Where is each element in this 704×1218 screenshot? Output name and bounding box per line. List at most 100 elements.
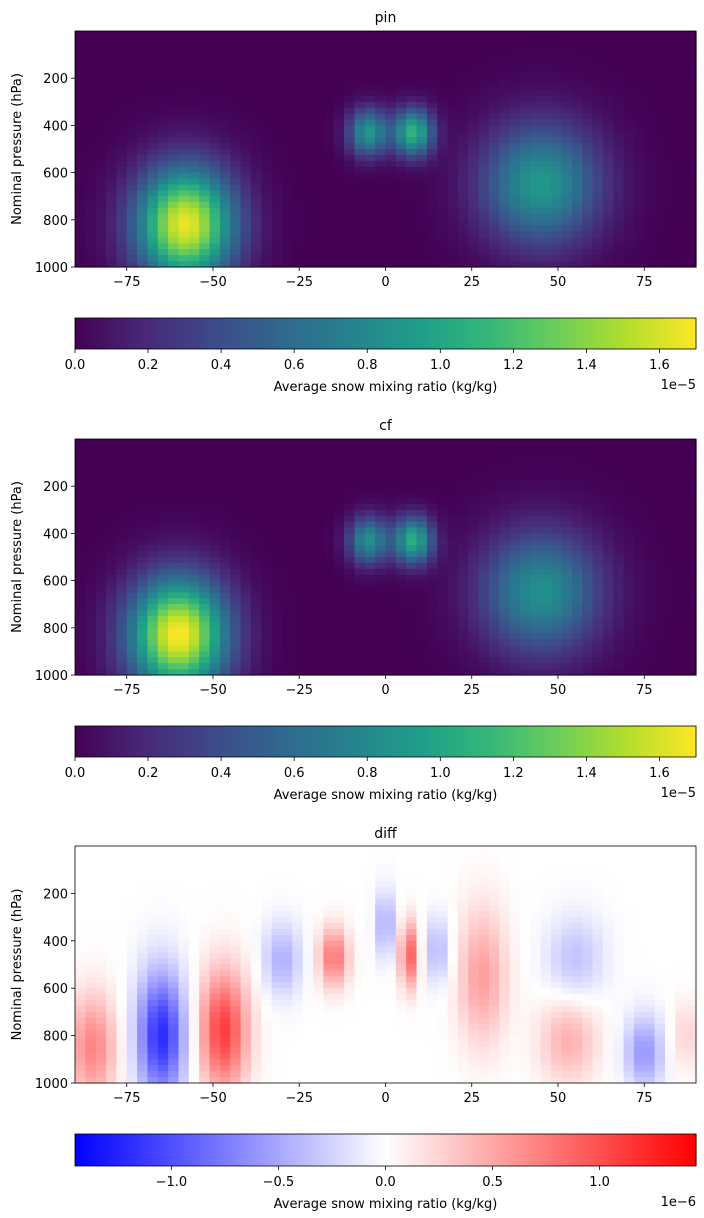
heatmap-cell bbox=[364, 439, 376, 446]
heatmap-cell bbox=[685, 72, 697, 79]
heatmap-cell bbox=[499, 509, 511, 517]
heatmap-cell bbox=[323, 213, 335, 221]
heatmap-cell bbox=[323, 261, 335, 268]
heatmap-cell bbox=[188, 184, 200, 191]
heatmap-cell bbox=[571, 261, 583, 268]
heatmap-cell bbox=[209, 95, 221, 103]
heatmap-cell bbox=[313, 604, 324, 611]
heatmap-cell bbox=[333, 137, 345, 144]
heatmap-cell bbox=[447, 633, 459, 641]
heatmap-cell bbox=[302, 72, 314, 79]
heatmap-cell bbox=[282, 527, 293, 534]
heatmap-cell bbox=[437, 178, 449, 185]
heatmap-cell bbox=[333, 562, 345, 570]
heatmap-cell bbox=[582, 474, 594, 481]
heatmap-cell bbox=[302, 604, 314, 611]
heatmap-cell bbox=[489, 515, 500, 523]
heatmap-cell bbox=[530, 598, 542, 605]
heatmap-cell bbox=[426, 154, 438, 162]
heatmap-cell bbox=[468, 208, 480, 215]
heatmap-cell bbox=[457, 610, 469, 617]
heatmap-cell bbox=[157, 31, 169, 38]
heatmap-cell bbox=[292, 208, 304, 215]
heatmap-cell bbox=[385, 78, 397, 85]
heatmap-cell bbox=[530, 107, 542, 115]
heatmap-cell bbox=[468, 125, 480, 132]
heatmap-cell bbox=[520, 119, 531, 126]
heatmap-cell bbox=[561, 160, 573, 168]
heatmap-cell bbox=[85, 137, 97, 144]
heatmap-cell bbox=[354, 444, 366, 452]
heatmap-cell bbox=[416, 66, 428, 73]
heatmap-cell bbox=[437, 54, 449, 62]
heatmap-cell bbox=[333, 90, 345, 97]
heatmap-cell bbox=[178, 125, 190, 132]
heatmap-cell bbox=[199, 219, 211, 227]
heatmap-cell bbox=[437, 598, 449, 605]
heatmap-cell bbox=[468, 213, 480, 221]
heatmap-cell bbox=[230, 562, 242, 570]
heatmap-cell bbox=[354, 527, 366, 534]
heatmap-cell bbox=[489, 439, 500, 446]
heatmap-cell bbox=[582, 509, 594, 517]
heatmap-cell bbox=[323, 580, 335, 588]
heatmap-cell bbox=[654, 474, 666, 481]
heatmap-cell bbox=[561, 610, 573, 617]
heatmap-cell bbox=[75, 36, 86, 44]
heatmap-cell bbox=[137, 498, 149, 505]
heatmap-cell bbox=[137, 592, 149, 599]
heatmap-cell bbox=[282, 125, 293, 132]
heatmap-cell bbox=[520, 568, 531, 576]
heatmap-cell bbox=[395, 149, 407, 156]
heatmap-cell bbox=[219, 604, 231, 611]
heatmap-cell bbox=[613, 480, 625, 487]
heatmap-cell bbox=[685, 84, 697, 91]
heatmap-cell bbox=[240, 633, 252, 641]
heatmap-cell bbox=[385, 84, 397, 91]
heatmap-cell bbox=[540, 604, 552, 611]
heatmap-cell bbox=[157, 633, 169, 641]
heatmap-cell bbox=[675, 78, 687, 85]
heatmap-cell bbox=[561, 456, 573, 464]
heatmap-cell bbox=[199, 208, 211, 215]
heatmap-cell bbox=[375, 160, 387, 168]
heatmap-cell bbox=[147, 225, 159, 233]
heatmap-cell bbox=[354, 107, 366, 115]
heatmap-cell bbox=[323, 137, 335, 144]
heatmap-cell bbox=[582, 521, 594, 529]
heatmap-cell bbox=[188, 515, 200, 523]
heatmap-cell bbox=[654, 149, 666, 156]
heatmap-cell bbox=[240, 208, 252, 215]
heatmap-cell bbox=[530, 657, 542, 664]
heatmap-cell bbox=[302, 42, 314, 50]
heatmap-cell bbox=[333, 574, 345, 582]
heatmap-cell bbox=[292, 621, 304, 629]
heatmap-cell bbox=[323, 568, 335, 576]
heatmap-cell bbox=[106, 627, 117, 635]
heatmap-cell bbox=[395, 480, 407, 487]
heatmap-cell bbox=[282, 231, 293, 239]
heatmap-cell bbox=[219, 462, 231, 470]
heatmap-cell bbox=[416, 480, 428, 487]
heatmap-cell bbox=[75, 131, 86, 138]
heatmap-cell bbox=[168, 101, 180, 109]
heatmap-cell bbox=[302, 474, 314, 481]
heatmap-cell bbox=[406, 645, 418, 652]
heatmap-cell bbox=[137, 486, 149, 493]
heatmap-cell bbox=[199, 604, 211, 611]
heatmap-cell bbox=[675, 492, 687, 499]
heatmap-cell bbox=[261, 450, 273, 458]
heatmap-cell bbox=[313, 125, 324, 132]
heatmap-cell bbox=[561, 462, 573, 470]
colorbar-tick-label: 1.2 bbox=[503, 358, 524, 373]
heatmap-cell bbox=[582, 450, 594, 458]
heatmap-cell bbox=[344, 149, 356, 156]
heatmap-cell bbox=[116, 574, 128, 582]
heatmap-cell bbox=[468, 669, 480, 676]
heatmap-cell bbox=[178, 72, 190, 79]
heatmap-cell bbox=[364, 48, 376, 56]
heatmap-cell bbox=[457, 143, 469, 150]
heatmap-cell bbox=[375, 54, 387, 62]
heatmap-cell bbox=[395, 36, 407, 44]
heatmap-cell bbox=[375, 657, 387, 664]
